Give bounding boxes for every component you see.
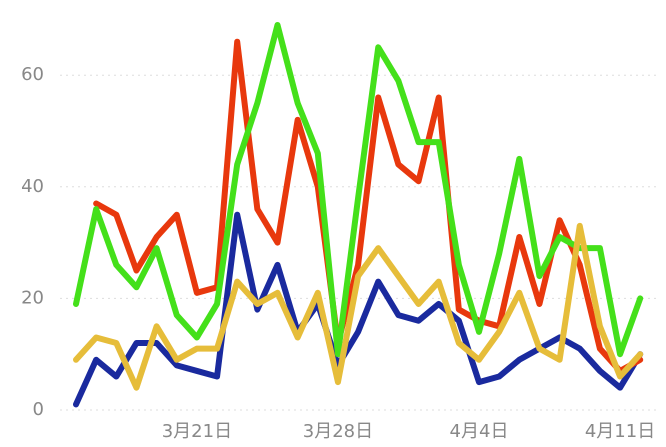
y-tick-label: 20 xyxy=(21,287,44,308)
x-tick-label: 3月28日 xyxy=(303,421,373,442)
x-tick-label: 3月21日 xyxy=(162,421,232,442)
series-line xyxy=(73,211,644,408)
series-line xyxy=(73,222,644,391)
y-tick-label: 0 xyxy=(33,399,44,420)
y-tick-label: 60 xyxy=(21,64,44,85)
series-line xyxy=(73,21,644,358)
y-tick-label: 40 xyxy=(21,176,44,197)
x-tick-label: 4月11日 xyxy=(585,421,655,442)
x-tick-label: 4月4日 xyxy=(450,421,509,442)
series-line xyxy=(93,38,644,374)
